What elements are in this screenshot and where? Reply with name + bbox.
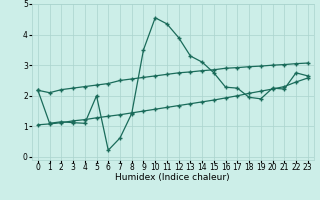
X-axis label: Humidex (Indice chaleur): Humidex (Indice chaleur) [116,173,230,182]
